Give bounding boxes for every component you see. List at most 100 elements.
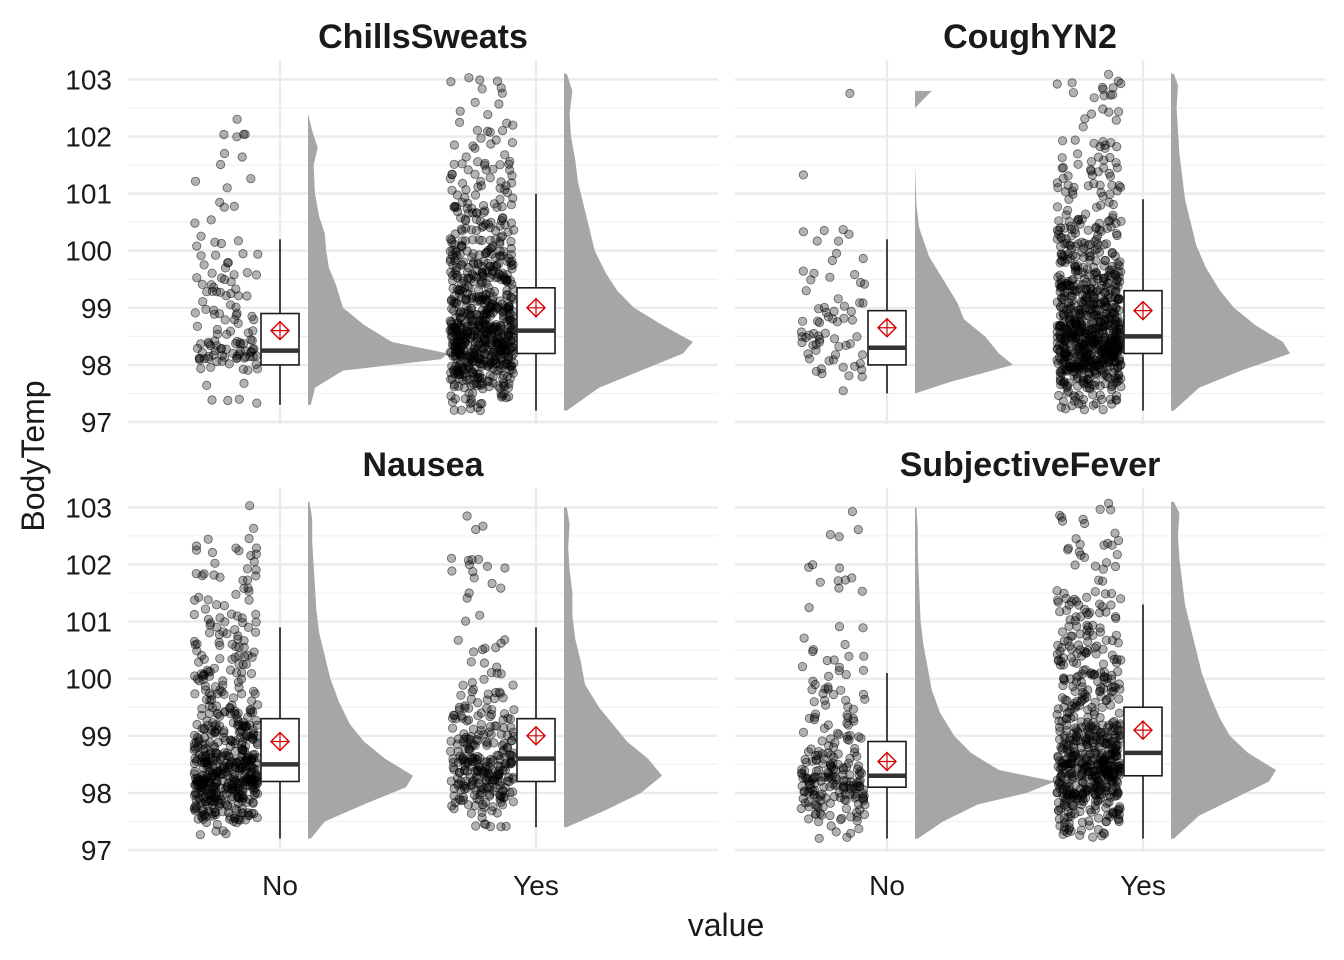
data-point [206, 215, 216, 225]
data-point [828, 752, 839, 762]
data-point [467, 780, 477, 790]
data-point [212, 329, 222, 339]
data-point [1098, 564, 1108, 574]
data-point [253, 249, 263, 259]
data-point [237, 152, 247, 162]
data-point [506, 757, 516, 767]
data-point [472, 402, 483, 413]
data-point [505, 257, 516, 267]
data-point [507, 171, 517, 181]
data-point [1075, 830, 1085, 840]
data-point [251, 627, 261, 637]
data-point [251, 543, 262, 553]
data-point [497, 126, 508, 136]
data-point [252, 813, 262, 823]
data-point [1076, 550, 1086, 560]
data-point [219, 725, 229, 736]
data-point [475, 610, 485, 620]
data-point [469, 353, 480, 364]
data-point [1052, 788, 1062, 798]
data-point [821, 700, 831, 710]
data-point [1099, 261, 1109, 271]
data-point [486, 310, 496, 320]
data-point [454, 366, 464, 376]
data-point [194, 657, 204, 667]
data-point [1064, 818, 1074, 828]
data-point [449, 379, 459, 390]
data-point [1112, 163, 1122, 173]
data-point [1099, 540, 1109, 550]
data-point [485, 757, 495, 768]
data-point [196, 251, 206, 261]
data-point [811, 755, 821, 765]
data-point [251, 565, 261, 575]
data-point [191, 545, 202, 555]
data-point [1112, 229, 1122, 239]
data-point [461, 301, 472, 311]
data-point [1095, 775, 1105, 785]
data-point [493, 272, 503, 282]
data-point [247, 311, 257, 321]
data-point [245, 501, 255, 511]
data-point [503, 328, 513, 338]
data-point [233, 318, 243, 328]
data-point [811, 339, 821, 350]
data-point [1070, 560, 1080, 570]
data-point [485, 370, 495, 380]
data-point [804, 802, 814, 812]
data-point [811, 366, 822, 376]
box-iqr [1123, 289, 1163, 355]
data-point [457, 236, 467, 246]
data-point [1094, 340, 1105, 350]
data-point [1062, 605, 1072, 616]
data-point [218, 676, 228, 686]
data-point [448, 305, 459, 316]
data-point [1101, 300, 1111, 311]
data-point [464, 560, 474, 570]
data-point [814, 833, 824, 844]
data-point [502, 256, 512, 266]
data-point [1063, 545, 1073, 555]
data-point [447, 185, 457, 195]
data-point [506, 178, 517, 188]
data-point [1113, 638, 1124, 648]
data-point [467, 687, 477, 697]
data-point [252, 398, 262, 408]
data-point [1077, 682, 1087, 692]
data-point [1067, 276, 1077, 286]
data-point [1093, 152, 1104, 162]
data-point [242, 564, 253, 574]
data-point [856, 768, 867, 778]
data-point [501, 821, 511, 831]
data-point [1052, 202, 1063, 212]
y-tick-label: 97 [81, 407, 112, 438]
data-point [231, 338, 241, 349]
data-point [1055, 258, 1065, 268]
data-point [1115, 684, 1125, 694]
data-point [210, 558, 220, 568]
data-point [1115, 319, 1125, 330]
data-point [243, 583, 253, 593]
box-iqr [516, 287, 556, 355]
data-point [1057, 642, 1067, 653]
data-point [446, 267, 456, 277]
data-point [823, 682, 833, 692]
data-point [459, 765, 469, 776]
data-point [1062, 238, 1072, 248]
data-point [485, 262, 495, 272]
data-point [1089, 179, 1099, 189]
data-point [1061, 187, 1071, 197]
data-point [852, 816, 862, 826]
data-point [1066, 631, 1076, 641]
data-point [1115, 257, 1125, 267]
data-point [505, 165, 515, 175]
data-point [1077, 748, 1087, 759]
data-point [1077, 790, 1087, 800]
data-point [197, 279, 207, 289]
data-point [809, 697, 819, 707]
data-point [1066, 221, 1076, 231]
data-point [1061, 404, 1071, 414]
data-point [478, 201, 489, 211]
y-tick-label: 101 [65, 607, 112, 638]
data-point [1082, 592, 1092, 603]
